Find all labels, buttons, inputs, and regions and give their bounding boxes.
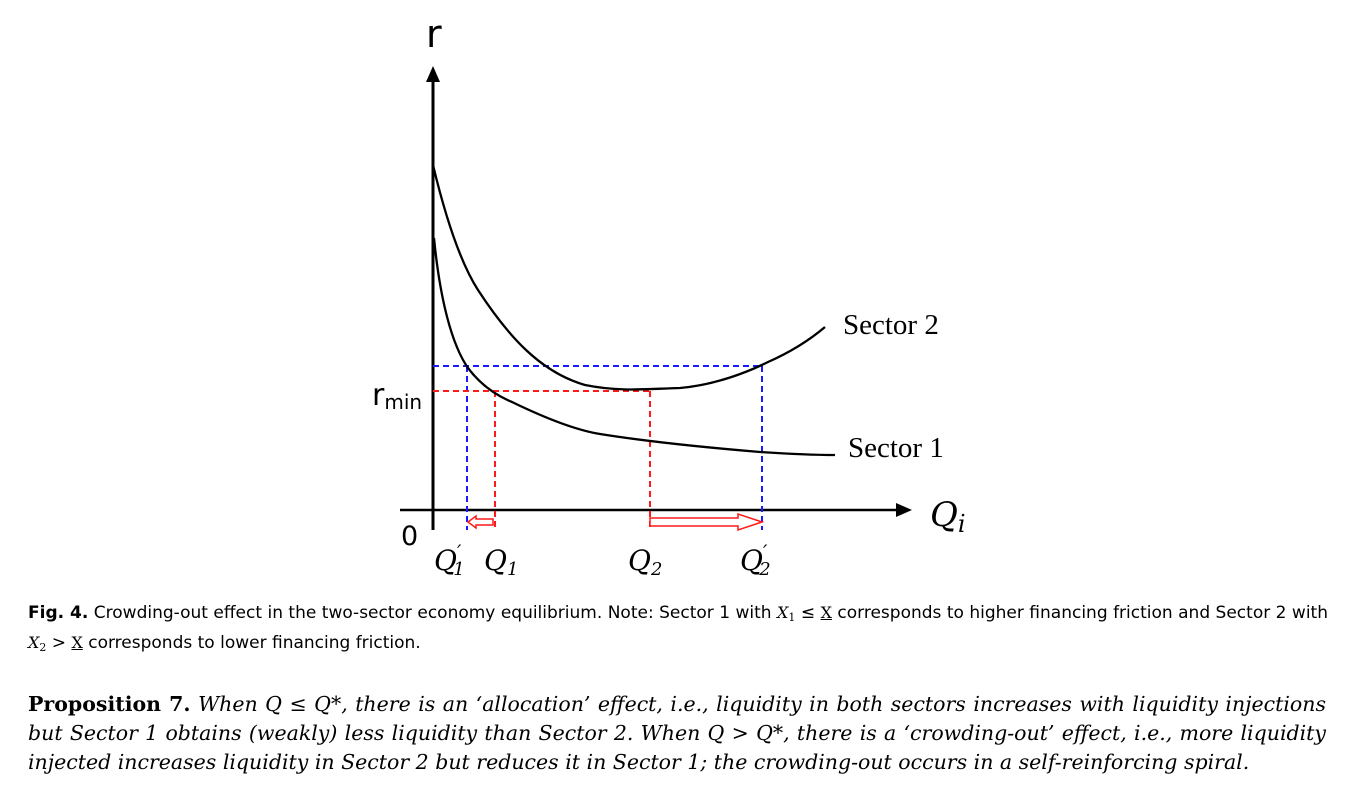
caption-x2: X2 (28, 633, 47, 654)
red-guide-lines (433, 390, 651, 530)
r-min-label: rmin (372, 378, 422, 414)
caption-text-1: Crowding-out effect in the two-sector ec… (88, 603, 778, 623)
y-axis-arrowhead (426, 66, 440, 82)
caption-rel-2: > (46, 633, 72, 653)
x-axis-label: Qi (930, 495, 966, 538)
proposition-text: When Q ≤ Q*, there is an ‘allocation’ ef… (28, 692, 1326, 774)
caption-text-2: corresponds to higher financing friction… (831, 603, 1328, 623)
figure-caption: Fig. 4. Crowding-out effect in the two-s… (28, 600, 1328, 660)
q1-prime-label: Q′ 1 (434, 541, 465, 580)
crowding-out-figure: r Qi 0 rmin Q′ 1 Q1 Q2 Q′ 2 Sector 2 Secto… (372, 12, 966, 580)
x-axis-arrowhead (896, 503, 912, 517)
caption-x1: X1 (777, 603, 796, 624)
caption-xbar-2: X (71, 633, 83, 652)
caption-text-3: corresponds to lower financing friction. (82, 633, 421, 653)
origin-label: 0 (401, 521, 418, 552)
sector-2-curve (431, 164, 826, 391)
q2-prime-label: Q′ 2 (740, 541, 771, 580)
proposition-label: Proposition 7. (28, 692, 191, 716)
sector-1-curve (432, 237, 836, 457)
caption-rel-1: ≤ (795, 603, 821, 623)
caption-xbar-1: X (820, 603, 832, 622)
y-axis-label: r (426, 12, 442, 56)
q1-label: Q1 (484, 544, 518, 580)
sector-2-label: Sector 2 (843, 309, 939, 341)
blue-guide-lines (433, 365, 763, 530)
right-shift-arrow (649, 512, 765, 532)
left-shift-arrow (466, 514, 494, 530)
figure-label: Fig. 4. (28, 603, 89, 623)
q2-label: Q2 (628, 544, 662, 580)
proposition-7: Proposition 7. When Q ≤ Q*, there is an … (28, 690, 1326, 777)
sector-1-label: Sector 1 (848, 432, 944, 464)
